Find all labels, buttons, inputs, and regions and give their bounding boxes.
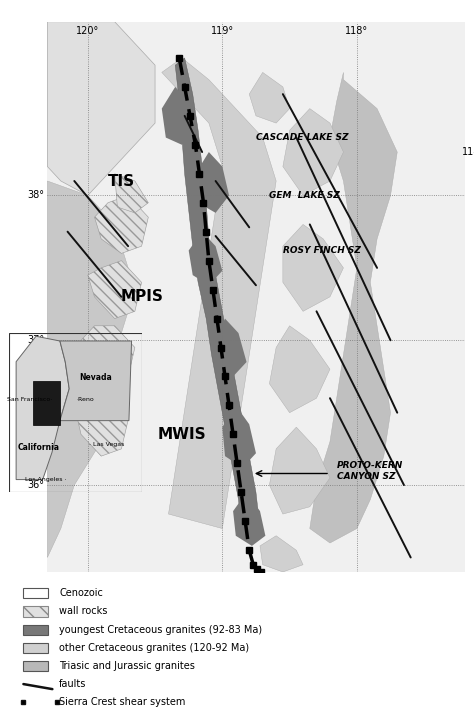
Polygon shape [195, 152, 229, 213]
Text: 119°: 119° [211, 26, 234, 36]
Polygon shape [283, 224, 344, 311]
Polygon shape [162, 87, 195, 145]
Polygon shape [260, 536, 303, 572]
Text: 118°: 118° [462, 147, 474, 157]
Bar [23, 589, 48, 598]
Text: · Las Vegas: · Las Vegas [89, 442, 125, 447]
Polygon shape [222, 405, 256, 468]
Text: other Cretaceous granites (120-92 Ma): other Cretaceous granites (120-92 Ma) [59, 643, 249, 653]
Text: Nevada: Nevada [79, 373, 112, 382]
Polygon shape [189, 232, 222, 285]
Text: youngest Cretaceous granites (92-83 Ma): youngest Cretaceous granites (92-83 Ma) [59, 625, 262, 635]
Polygon shape [47, 181, 128, 557]
Text: 36°: 36° [27, 480, 45, 490]
Polygon shape [269, 427, 330, 514]
Polygon shape [74, 391, 128, 456]
Polygon shape [47, 22, 155, 195]
Text: MWIS: MWIS [158, 427, 206, 442]
Polygon shape [47, 22, 465, 572]
Text: 38°: 38° [27, 190, 45, 201]
Text: PROTO-KERN
CANYON SZ: PROTO-KERN CANYON SZ [337, 460, 403, 481]
Polygon shape [175, 58, 260, 536]
Text: MPIS: MPIS [120, 290, 163, 304]
Text: ·Reno: ·Reno [76, 397, 93, 403]
Text: 120°: 120° [76, 26, 100, 36]
Text: San Francisco·: San Francisco· [7, 397, 52, 403]
Polygon shape [310, 72, 397, 543]
Polygon shape [283, 109, 344, 195]
Bar [33, 381, 60, 426]
Polygon shape [249, 72, 290, 123]
Polygon shape [162, 58, 276, 529]
Text: Cenozoic: Cenozoic [59, 589, 103, 598]
Text: 37°: 37° [27, 335, 45, 345]
Polygon shape [88, 261, 142, 319]
Text: California: California [18, 443, 60, 452]
Polygon shape [216, 319, 246, 376]
Text: faults: faults [59, 679, 86, 689]
Polygon shape [16, 336, 69, 479]
Text: Sierra Crest shear system: Sierra Crest shear system [59, 697, 185, 707]
Bar [23, 661, 48, 671]
Text: GEM  LAKE SZ: GEM LAKE SZ [269, 191, 340, 200]
Polygon shape [94, 195, 148, 253]
Polygon shape [60, 341, 132, 421]
Polygon shape [115, 174, 148, 213]
Text: CASCADE LAKE SZ: CASCADE LAKE SZ [256, 133, 348, 142]
Polygon shape [269, 326, 330, 413]
Bar [23, 625, 48, 635]
Text: Los Angeles ·: Los Angeles · [26, 477, 67, 482]
Polygon shape [233, 492, 265, 546]
Text: 118°: 118° [346, 26, 368, 36]
Polygon shape [81, 326, 135, 384]
Bar [23, 607, 48, 617]
Text: wall rocks: wall rocks [59, 607, 108, 616]
Text: TIS: TIS [108, 174, 135, 188]
Text: ROSY FINCH SZ: ROSY FINCH SZ [283, 246, 361, 255]
Text: Triasic and Jurassic granites: Triasic and Jurassic granites [59, 661, 195, 671]
Bar [23, 643, 48, 653]
